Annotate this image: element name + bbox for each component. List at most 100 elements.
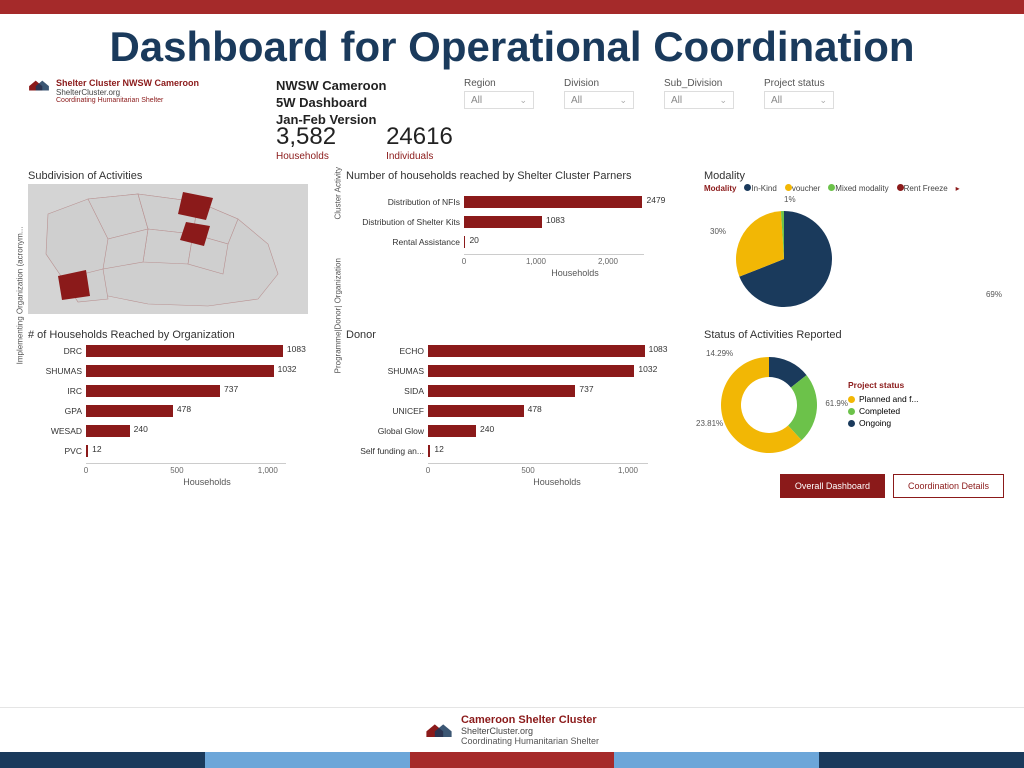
bar-label: GPA — [38, 406, 86, 416]
bar-value: 1083 — [287, 344, 306, 354]
x-axis-title: Households — [86, 477, 328, 487]
bar — [86, 425, 130, 437]
donor-chart[interactable]: Programme|Donor| Organization ECHO 1083 … — [346, 343, 686, 487]
bar-label: DRC — [38, 346, 86, 356]
bar-value: 1032 — [278, 364, 297, 374]
filter-label-2: Sub_Division — [664, 78, 734, 89]
x-axis-title: Households — [464, 268, 686, 278]
hh-org-chart[interactable]: Implementing Organization (acronym... DR… — [28, 343, 328, 487]
bar-row: SHUMAS 1032 — [38, 363, 328, 380]
bar-row: WESAD 240 — [38, 423, 328, 440]
legend-item: In-Kind — [744, 184, 776, 193]
filter-label-3: Project status — [764, 78, 834, 89]
bar-value: 240 — [134, 424, 148, 434]
status-legend-title: Project status — [848, 380, 919, 390]
bar — [86, 405, 173, 417]
filter-select-region[interactable]: All⌄ — [464, 91, 534, 109]
dashboard-title: NWSW Cameroon 5W Dashboard Jan-Feb Versi… — [276, 78, 446, 129]
logo-line2: ShelterCluster.org — [56, 88, 199, 97]
filter-select-sub_division[interactable]: All⌄ — [664, 91, 734, 109]
bar-label: SHUMAS — [356, 366, 428, 376]
bar-label: ECHO — [356, 346, 428, 356]
bar-row: ECHO 1083 — [356, 343, 686, 360]
modality-pie-wrap[interactable]: 69% 30% 1% — [704, 197, 1004, 317]
bar-row: GPA 478 — [38, 403, 328, 420]
x-axis-title: Households — [428, 477, 686, 487]
donor-section: Donor Programme|Donor| Organization ECHO… — [346, 329, 686, 498]
axis-tick: 1,000 — [526, 257, 546, 266]
kpi-label-1: Individuals — [386, 151, 453, 162]
bar — [428, 345, 645, 357]
bar-value: 737 — [579, 384, 593, 394]
bar-value: 12 — [434, 444, 443, 454]
legend-item: Mixed modality — [828, 184, 888, 193]
bar — [86, 445, 88, 457]
bar-row: SIDA 737 — [356, 383, 686, 400]
filter-select-division[interactable]: All⌄ — [564, 91, 634, 109]
legend-more-icon[interactable]: ▸ — [956, 184, 960, 193]
hh-partners-chart[interactable]: Cluster Activity Distribution of NFIs 24… — [346, 194, 686, 278]
bar-row: IRC 737 — [38, 383, 328, 400]
legend-title: Modality — [704, 184, 736, 193]
axis-tick: 500 — [521, 466, 534, 475]
bar-row: Distribution of NFIs 2479 — [354, 194, 686, 211]
coordination-details-button[interactable]: Coordination Details — [893, 474, 1004, 498]
chevron-down-icon: ⌄ — [819, 95, 827, 106]
bar-value: 1083 — [649, 344, 668, 354]
bar-label: PVC — [38, 446, 86, 456]
y-axis-label: Implementing Organization (acronym... — [16, 226, 25, 364]
map-title: Subdivision of Activities — [28, 170, 328, 182]
bar-value: 478 — [528, 404, 542, 414]
bar-value: 240 — [480, 424, 494, 434]
footer-l3: Coordinating Humanitarian Shelter — [461, 736, 599, 746]
legend-dot-icon — [744, 184, 751, 191]
filter-label-1: Division — [564, 78, 634, 89]
header-row: Shelter Cluster NWSW Cameroon ShelterClu… — [28, 78, 996, 129]
bar-label: Distribution of Shelter Kits — [354, 217, 464, 227]
hh-partners-title: Number of households reached by Shelter … — [346, 170, 686, 182]
pct-2381: 23.81% — [696, 419, 723, 428]
axis-tick: 2,000 — [598, 257, 618, 266]
filter-select-project status[interactable]: All⌄ — [764, 91, 834, 109]
logo-line1: Shelter Cluster NWSW Cameroon — [56, 78, 199, 88]
bar-row: Rental Assistance 20 — [354, 234, 686, 251]
bar — [464, 216, 542, 228]
bar-row: PVC 12 — [38, 443, 328, 460]
bar-label: Rental Assistance — [354, 237, 464, 247]
pct-1: 1% — [784, 195, 796, 204]
y-axis-label: Programme|Donor| Organization — [334, 258, 343, 373]
bar-label: IRC — [38, 386, 86, 396]
footer-l2: ShelterCluster.org — [461, 726, 599, 736]
bar-label: Global Glow — [356, 426, 428, 436]
filter-row: Region All⌄ Division All⌄ Sub_Division A… — [464, 78, 996, 109]
hh-partners-section: Number of households reached by Shelter … — [346, 170, 686, 317]
page-title: Dashboard for Operational Coordination — [0, 14, 1024, 78]
bar-value: 1032 — [638, 364, 657, 374]
bar-label: Self funding an... — [356, 446, 428, 456]
pct-69: 69% — [986, 290, 1002, 299]
bar-label: Distribution of NFIs — [354, 197, 464, 207]
bar-value: 1083 — [546, 215, 565, 225]
dashboard-container: Shelter Cluster NWSW Cameroon ShelterClu… — [0, 78, 1024, 498]
logo-line3: Coordinating Humanitarian Shelter — [56, 97, 199, 104]
y-axis-label: Cluster Activity — [334, 167, 343, 219]
pct-1429: 14.29% — [706, 349, 733, 358]
bar — [86, 385, 220, 397]
donor-title: Donor — [346, 329, 686, 341]
x-axis: 05001,000 — [86, 463, 286, 477]
status-legend: Project statusPlanned and f...CompletedO… — [848, 380, 919, 430]
chevron-down-icon: ⌄ — [719, 95, 727, 106]
bar-label: SIDA — [356, 386, 428, 396]
bar-row: Self funding an... 12 — [356, 443, 686, 460]
bar-row: SHUMAS 1032 — [356, 363, 686, 380]
overall-dashboard-button[interactable]: Overall Dashboard — [780, 474, 885, 498]
map-visual[interactable] — [28, 184, 308, 314]
bar — [428, 445, 430, 457]
status-donut-wrap[interactable]: 61.9% 23.81% 14.29% Project statusPlanne… — [704, 343, 1004, 468]
chevron-down-icon: ⌄ — [519, 95, 527, 106]
legend-item: Completed — [848, 406, 919, 416]
nav-buttons: Overall Dashboard Coordination Details — [704, 474, 1004, 498]
bar-label: UNICEF — [356, 406, 428, 416]
axis-tick: 0 — [84, 466, 88, 475]
status-donut — [704, 343, 834, 463]
